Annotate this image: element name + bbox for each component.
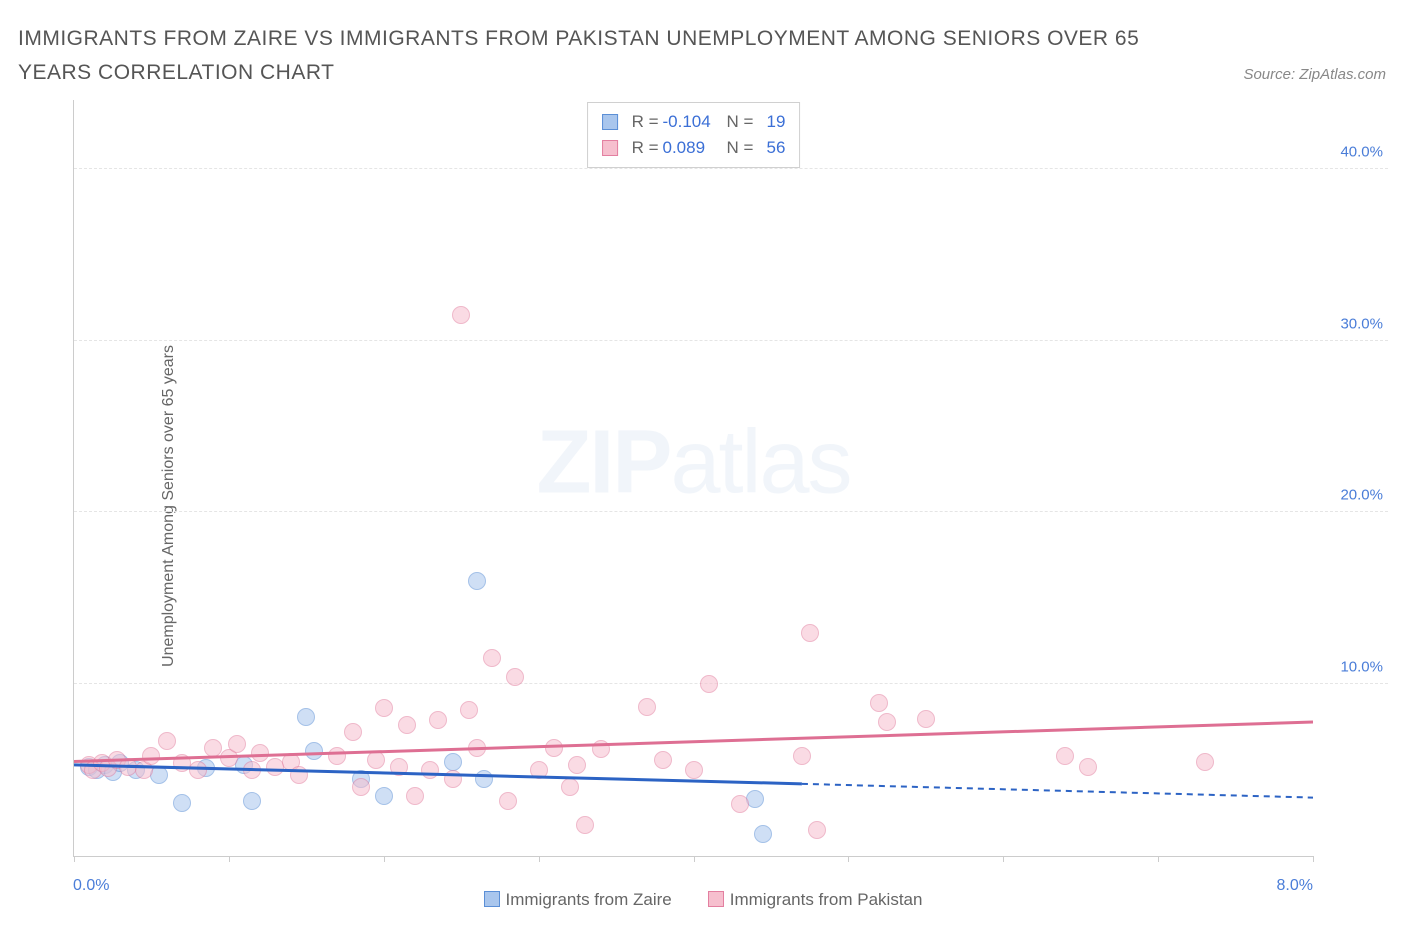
y-tick-label: 10.0%	[1340, 659, 1383, 676]
data-point-pakistan	[592, 740, 610, 758]
data-point-pakistan	[460, 701, 478, 719]
data-point-pakistan	[1079, 758, 1097, 776]
y-tick-label: 30.0%	[1340, 315, 1383, 332]
data-point-pakistan	[568, 756, 586, 774]
data-point-pakistan	[429, 711, 447, 729]
data-point-zaire	[375, 787, 393, 805]
data-point-pakistan	[1056, 747, 1074, 765]
data-point-zaire	[754, 825, 772, 843]
data-point-pakistan	[731, 795, 749, 813]
data-point-pakistan	[421, 761, 439, 779]
gridline	[74, 340, 1388, 341]
x-tick	[848, 856, 849, 862]
series-legend: Immigrants from Zaire Immigrants from Pak…	[18, 890, 1388, 910]
data-point-pakistan	[189, 761, 207, 779]
x-tick	[1003, 856, 1004, 862]
legend-row-pakistan: R =0.089N =56	[602, 135, 786, 161]
data-point-pakistan	[328, 747, 346, 765]
data-point-pakistan	[290, 766, 308, 784]
y-tick-label: 20.0%	[1340, 487, 1383, 504]
x-tick	[229, 856, 230, 862]
data-point-pakistan	[700, 675, 718, 693]
trendline-extrapolated-zaire	[802, 784, 1313, 798]
data-point-zaire	[173, 794, 191, 812]
data-point-zaire	[297, 708, 315, 726]
data-point-pakistan	[468, 739, 486, 757]
data-point-pakistan	[352, 778, 370, 796]
data-point-pakistan	[452, 306, 470, 324]
data-point-pakistan	[870, 694, 888, 712]
data-point-pakistan	[499, 792, 517, 810]
data-point-pakistan	[367, 751, 385, 769]
data-point-pakistan	[793, 747, 811, 765]
data-point-pakistan	[801, 624, 819, 642]
data-point-pakistan	[878, 713, 896, 731]
data-point-zaire	[305, 742, 323, 760]
data-point-pakistan	[506, 668, 524, 686]
legend-row-zaire: R =-0.104N =19	[602, 109, 786, 135]
gridline	[74, 511, 1388, 512]
data-point-pakistan	[638, 698, 656, 716]
x-tick	[1313, 856, 1314, 862]
data-point-pakistan	[1196, 753, 1214, 771]
data-point-pakistan	[545, 739, 563, 757]
data-point-zaire	[746, 790, 764, 808]
data-point-pakistan	[390, 758, 408, 776]
data-point-pakistan	[406, 787, 424, 805]
data-point-pakistan	[808, 821, 826, 839]
data-point-pakistan	[398, 716, 416, 734]
data-point-pakistan	[530, 761, 548, 779]
data-point-pakistan	[158, 732, 176, 750]
y-tick-label: 40.0%	[1340, 143, 1383, 160]
data-point-pakistan	[243, 761, 261, 779]
trend-lines	[74, 100, 1313, 856]
legend-swatch	[484, 891, 500, 907]
data-point-pakistan	[375, 699, 393, 717]
data-point-pakistan	[576, 816, 594, 834]
chart-container: Unemployment Among Seniors over 65 years…	[18, 100, 1388, 912]
x-tick	[694, 856, 695, 862]
x-tick	[74, 856, 75, 862]
legend-item-pakistan: Immigrants from Pakistan	[708, 890, 923, 909]
x-tick	[384, 856, 385, 862]
source-attribution: Source: ZipAtlas.com	[1243, 66, 1386, 83]
data-point-pakistan	[483, 649, 501, 667]
gridline	[74, 683, 1388, 684]
legend-swatch	[708, 891, 724, 907]
data-point-zaire	[468, 572, 486, 590]
x-tick	[1158, 856, 1159, 862]
x-tick	[539, 856, 540, 862]
data-point-pakistan	[251, 744, 269, 762]
data-point-pakistan	[344, 723, 362, 741]
data-point-zaire	[475, 770, 493, 788]
data-point-pakistan	[228, 735, 246, 753]
data-point-pakistan	[654, 751, 672, 769]
data-point-pakistan	[685, 761, 703, 779]
legend-swatch	[602, 140, 618, 156]
correlation-legend: R =-0.104N =19R =0.089N =56	[587, 102, 801, 168]
legend-item-zaire: Immigrants from Zaire	[484, 890, 672, 909]
data-point-zaire	[444, 753, 462, 771]
legend-swatch	[602, 114, 618, 130]
data-point-zaire	[243, 792, 261, 810]
data-point-pakistan	[561, 778, 579, 796]
chart-title: IMMIGRANTS FROM ZAIRE VS IMMIGRANTS FROM…	[18, 22, 1146, 89]
watermark: ZIPatlas	[536, 411, 850, 514]
data-point-pakistan	[917, 710, 935, 728]
data-point-zaire	[150, 766, 168, 784]
plot-area: ZIPatlas R =-0.104N =19R =0.089N =56 10.…	[73, 100, 1313, 857]
data-point-pakistan	[142, 747, 160, 765]
data-point-pakistan	[444, 770, 462, 788]
